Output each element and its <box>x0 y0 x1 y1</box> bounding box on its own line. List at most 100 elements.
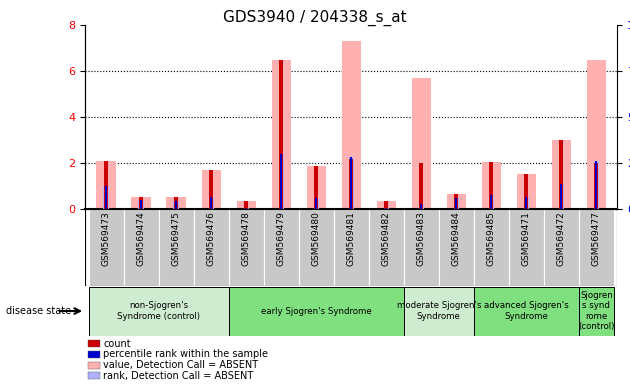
Text: rank, Detection Call = ABSENT: rank, Detection Call = ABSENT <box>103 371 253 381</box>
Bar <box>244 200 248 209</box>
Bar <box>474 286 579 336</box>
Bar <box>314 198 319 209</box>
Text: GSM569478: GSM569478 <box>242 212 251 266</box>
Bar <box>560 184 563 209</box>
Text: advanced Sjogren's
Syndrome: advanced Sjogren's Syndrome <box>484 301 569 321</box>
Bar <box>509 209 544 286</box>
Bar <box>229 209 264 286</box>
Bar <box>96 161 116 209</box>
Bar <box>139 197 143 209</box>
Bar <box>369 209 404 286</box>
Bar <box>579 286 614 336</box>
Bar <box>209 170 213 209</box>
Text: count: count <box>103 339 131 349</box>
Text: GSM569484: GSM569484 <box>452 212 461 266</box>
Bar <box>438 209 474 286</box>
Text: GSM569471: GSM569471 <box>522 212 531 266</box>
Bar <box>229 286 404 336</box>
Bar <box>490 162 493 209</box>
Bar <box>525 197 527 209</box>
Bar <box>272 60 291 209</box>
Bar <box>299 209 334 286</box>
Bar <box>595 161 597 209</box>
Bar <box>595 163 598 209</box>
Bar <box>244 208 249 209</box>
Text: early Sjogren's Syndrome: early Sjogren's Syndrome <box>261 306 372 316</box>
Text: non-Sjogren's
Syndrome (control): non-Sjogren's Syndrome (control) <box>117 301 200 321</box>
Bar <box>579 209 614 286</box>
Bar <box>455 198 457 209</box>
Bar <box>139 200 144 209</box>
Bar <box>559 140 563 209</box>
Bar <box>411 78 431 209</box>
Bar <box>524 174 529 209</box>
Bar <box>89 209 123 286</box>
Bar <box>236 200 256 209</box>
Bar <box>474 209 509 286</box>
Text: value, Detection Call = ABSENT: value, Detection Call = ABSENT <box>103 360 258 370</box>
Bar <box>280 154 282 209</box>
Bar <box>123 209 159 286</box>
Text: moderate Sjogren's
Syndrome: moderate Sjogren's Syndrome <box>396 301 481 321</box>
Bar <box>341 41 361 209</box>
Bar <box>210 197 212 209</box>
Bar <box>404 209 438 286</box>
Text: Sjogren
s synd
rome
(control): Sjogren s synd rome (control) <box>578 291 615 331</box>
Bar <box>348 157 354 209</box>
Text: percentile rank within the sample: percentile rank within the sample <box>103 349 268 359</box>
Text: disease state: disease state <box>6 306 71 316</box>
Bar <box>544 209 579 286</box>
Bar <box>593 161 599 209</box>
Bar <box>490 195 493 209</box>
Bar <box>245 208 247 209</box>
Bar <box>419 204 424 209</box>
Bar <box>454 194 458 209</box>
Text: GSM569483: GSM569483 <box>417 212 426 266</box>
Bar <box>350 157 352 209</box>
Bar <box>174 197 178 209</box>
Bar <box>166 197 186 209</box>
Bar <box>314 166 318 209</box>
Bar <box>420 163 423 209</box>
Text: GSM569475: GSM569475 <box>171 212 181 266</box>
Bar <box>173 201 179 209</box>
Bar <box>377 201 396 209</box>
Bar <box>524 197 529 209</box>
Bar <box>454 198 459 209</box>
Text: GSM569485: GSM569485 <box>487 212 496 266</box>
Bar <box>105 186 107 209</box>
Bar <box>559 184 564 209</box>
Bar <box>175 201 177 209</box>
Bar <box>193 209 229 286</box>
Bar <box>384 208 389 209</box>
Bar <box>264 209 299 286</box>
Text: GSM569482: GSM569482 <box>382 212 391 266</box>
Bar <box>103 186 109 209</box>
Text: GSM569473: GSM569473 <box>101 212 110 266</box>
Text: GSM569479: GSM569479 <box>277 212 285 266</box>
Bar <box>315 198 318 209</box>
Bar <box>132 197 151 209</box>
Text: GDS3940 / 204338_s_at: GDS3940 / 204338_s_at <box>223 10 407 26</box>
Bar <box>552 140 571 209</box>
Text: GSM569474: GSM569474 <box>137 212 146 266</box>
Bar <box>104 161 108 209</box>
Bar <box>404 286 474 336</box>
Bar <box>202 170 220 209</box>
Text: GSM569472: GSM569472 <box>557 212 566 266</box>
Bar <box>489 195 494 209</box>
Bar <box>334 209 369 286</box>
Bar <box>89 286 229 336</box>
Bar <box>587 60 606 209</box>
Text: GSM569477: GSM569477 <box>592 212 601 266</box>
Bar <box>517 174 536 209</box>
Bar <box>420 204 422 209</box>
Text: GSM569481: GSM569481 <box>346 212 356 266</box>
Bar <box>349 159 353 209</box>
Bar <box>307 166 326 209</box>
Text: GSM569480: GSM569480 <box>312 212 321 266</box>
Bar <box>385 208 387 209</box>
Bar <box>159 209 193 286</box>
Bar <box>278 154 284 209</box>
Bar <box>384 201 388 209</box>
